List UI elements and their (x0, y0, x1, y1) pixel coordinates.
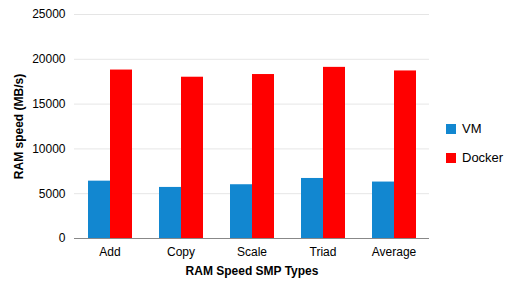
svg-text:0: 0 (59, 231, 66, 245)
svg-text:Copy: Copy (167, 245, 195, 259)
svg-text:Average: Average (372, 245, 417, 259)
svg-text:5000: 5000 (39, 187, 66, 201)
svg-text:RAM Speed SMP Types: RAM Speed SMP Types (186, 264, 319, 278)
svg-text:Add: Add (99, 245, 120, 259)
svg-text:RAM speed (MB/s): RAM speed (MB/s) (12, 74, 26, 179)
svg-text:Scale: Scale (237, 245, 267, 259)
html-text:VM: VM (462, 121, 482, 136)
svg-text:Triad: Triad (310, 245, 337, 259)
svg-text:15000: 15000 (32, 97, 66, 111)
svg-text:20000: 20000 (32, 52, 66, 66)
svg-text:10000: 10000 (32, 142, 66, 156)
svg-text:25000: 25000 (32, 7, 66, 21)
html-text:Docker: Docker (462, 150, 504, 165)
